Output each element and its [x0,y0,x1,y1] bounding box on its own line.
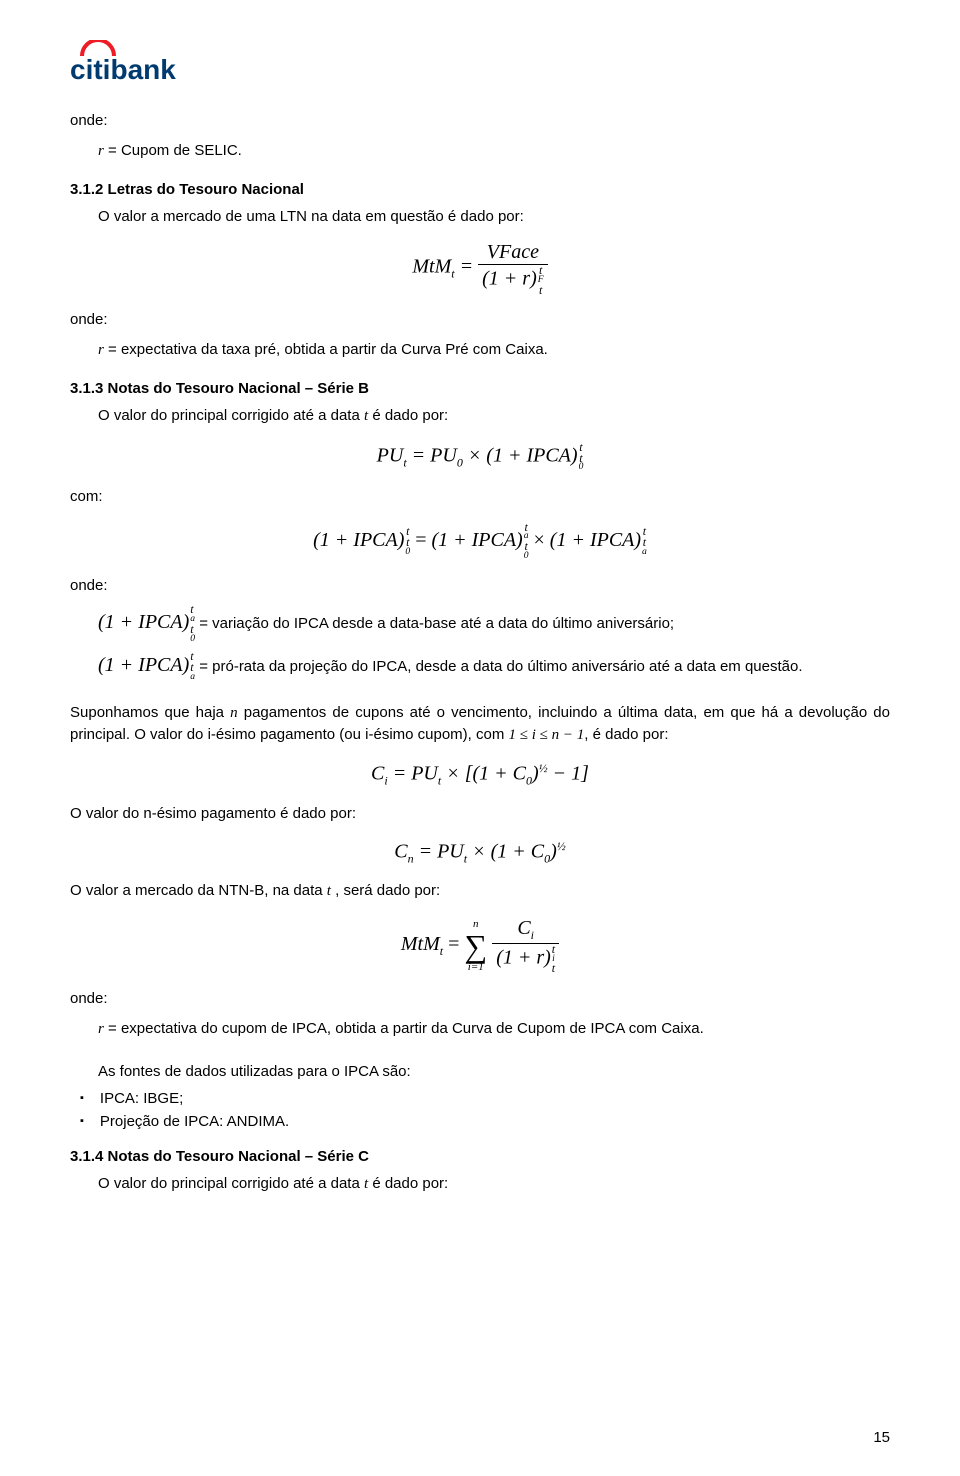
ipca-expr2-base: (1 + IPCA) [98,654,189,676]
frac-den-supsub: tit [552,944,555,974]
mtm-b: , será dado por: [331,882,440,899]
mtm-lhs: MtM [412,256,451,278]
pu-subb-0: 0 [579,463,584,472]
cn-rp: ) [550,840,557,862]
pu-supsub: tt0 [579,442,584,472]
coupon-cond: 1 ≤ i ≤ n − 1 [509,727,585,743]
coupon-c: , é dado por: [584,726,668,743]
formula-ipca-chain: (1 + IPCA)tt0 = (1 + IPCA)tat0 × (1 + IP… [70,522,890,561]
r-pre-def: r = expectativa da taxa pré, obtida a pa… [98,339,890,362]
ci-c: C [371,763,384,785]
mtm-eq: = [455,256,479,278]
cn-intro: O valor do n-ésimo pagamento é dado por: [70,803,890,825]
bullet-ibge: IPCA: IBGE; [80,1090,890,1107]
coupon-n: n [230,705,238,721]
formula-pu: PUt = PU0 × (1 + IPCA)tt0 [70,442,890,472]
mtm-den-supsub: tFt [538,265,544,295]
formula-cn: Cn = PUt × (1 + C0)½ [70,839,890,867]
frac-num-c: C [517,917,530,939]
ipca-term3: (1 + IPCA) [550,529,641,551]
sources-intro: As fontes de dados utilizadas para o IPC… [98,1061,890,1083]
r-pre-text: = expectativa da taxa pré, obtida a part… [104,341,548,358]
mtm-num: VFace [478,241,547,265]
ipca-expr1: (1 + IPCA)tat0 [98,611,195,633]
mtm-frac2: Ci (1 + r)tit [492,917,559,974]
coupon-para: Suponhamos que haja n pagamentos de cupo… [70,702,890,748]
pu-mul: × (1 + IPCA) [463,444,578,466]
page-number: 15 [873,1429,890,1446]
formula-ltn-mtm: MtM t = VFace (1 + r)tFt [70,241,890,295]
ipca-def2: (1 + IPCA)tta = pró-rata da projeção do … [98,651,890,682]
logo: citibank [70,40,890,86]
ltn-intro: O valor a mercado de uma LTN na data em … [98,206,890,228]
mtm-frac: VFace (1 + r)tFt [478,241,547,295]
pu-subb: t0 [579,453,584,472]
onde-label-3: onde: [70,575,890,597]
mtm-den2: (1 + r)tit [492,944,559,974]
heading-314: 3.1.4 Notas do Tesouro Nacional – Série … [70,1148,890,1165]
r-selic-text: = Cupom de SELIC. [104,142,242,159]
ntnb-intro-a: O valor do principal corrigido até a dat… [98,407,364,424]
mtm-den-base: (1 + r) [482,268,537,290]
ipca-def2-text: = pró-rata da projeção do IPCA, desde a … [195,658,802,675]
sum-symbol: n ∑ i=1 [464,919,487,973]
r-ipca-def: r = expectativa do cupom de IPCA, obtida… [98,1018,890,1041]
ntnc-intro: O valor do principal corrigido até a dat… [98,1173,890,1196]
coupon-a: Suponhamos que haja [70,704,230,721]
mtm-den-sub: t [538,285,544,296]
ci-br: × [(1 + C [441,763,526,785]
mtm-a: O valor a mercado da NTN-B, na data [70,882,327,899]
ntnb-intro: O valor do principal corrigido até a dat… [98,405,890,428]
ipca-ss2: tat0 [524,522,529,561]
ci-tail: − 1] [548,763,589,785]
pu-lhs: PU [377,444,404,466]
mtm-num2: Ci [492,917,559,944]
ipca-ss3: tta [642,526,647,556]
logo-citi: citi [70,54,110,85]
ci-eq: = PU [388,763,438,785]
heading-313: 3.1.3 Notas do Tesouro Nacional – Série … [70,380,890,397]
formula-ci: Ci = PUt × [(1 + C0)½ − 1] [70,761,890,789]
r-selic-def: r = Cupom de SELIC. [98,140,890,163]
ipca-def1-text: = variação do IPCA desde a data-base até… [195,615,674,632]
cn-half: ½ [557,839,566,853]
ipca-def1: (1 + IPCA)tat0 = variação do IPCA desde … [98,604,890,643]
formula-mtm-sum: MtMt = n ∑ i=1 Ci (1 + r)tit [70,917,890,974]
ci-half: ½ [539,761,548,775]
logo-text: citibank [70,54,176,85]
mtm-den: (1 + r)tFt [478,265,547,295]
ipca-expr1-base: (1 + IPCA) [98,611,189,633]
ntnc-intro-b: é dado por: [368,1175,448,1192]
cn-mid: × (1 + C [467,840,544,862]
onde-label-2: onde: [70,309,890,331]
ipca-expr2: (1 + IPCA)tta [98,654,195,676]
ntnc-intro-a: O valor do principal corrigido até a dat… [98,1175,364,1192]
frac-den-sub: t [552,963,555,974]
com-label: com: [70,486,890,508]
r-ipca-text: = expectativa do cupom de IPCA, obtida a… [104,1020,704,1037]
mtm2-sub: t [440,944,443,958]
mtm-intro: O valor a mercado da NTN-B, na data t , … [70,880,890,903]
mtm2-lhs: MtM [401,933,440,955]
frac-num-i: i [531,928,534,942]
ipca-term1: (1 + IPCA) [313,529,404,551]
frac-den-base: (1 + r) [496,947,551,969]
ipca-term2: (1 + IPCA) [431,529,522,551]
pu-eq: = PU [407,444,457,466]
onde-label-1: onde: [70,110,890,132]
cn-eq: = PU [414,840,464,862]
cn-c: C [394,840,407,862]
logo-bank: bank [110,54,175,85]
bullet-andima: Projeção de IPCA: ANDIMA. [80,1113,890,1130]
ipca-ss1: tt0 [405,526,410,556]
ntnb-intro-b: é dado por: [368,407,448,424]
onde-label-4: onde: [70,988,890,1010]
ci-rp: ) [532,763,539,785]
heading-312: 3.1.2 Letras do Tesouro Nacional [70,181,890,198]
